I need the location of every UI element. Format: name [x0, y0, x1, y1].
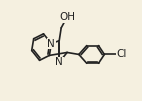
Text: OH: OH: [59, 12, 75, 22]
Text: Cl: Cl: [116, 49, 127, 59]
Text: N: N: [47, 39, 55, 49]
Text: N: N: [55, 57, 63, 67]
